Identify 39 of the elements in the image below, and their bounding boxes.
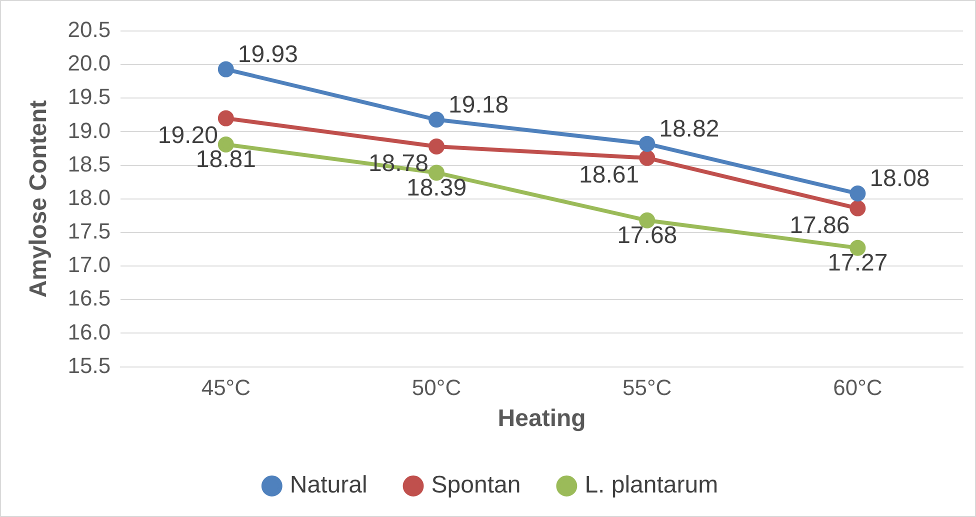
x-tick-label: 50°C [412, 375, 462, 400]
point [428, 112, 445, 128]
point [850, 200, 866, 216]
legend-label: L. plantarum [584, 472, 718, 499]
x-tick-label: 45°C [201, 375, 251, 400]
x-tick-label: 55°C [622, 375, 672, 400]
y-tick-label: 16.0 [68, 319, 111, 344]
data-label: 18.39 [406, 174, 467, 202]
point [428, 138, 445, 155]
point [639, 150, 656, 166]
x-tick-label: 60°C [833, 375, 882, 400]
y-tick-label: 19.5 [68, 84, 111, 110]
legend-label: Natural [290, 472, 368, 499]
data-label: 19.18 [448, 91, 509, 118]
y-tick-label: 19.0 [68, 118, 111, 143]
data-label: 18.82 [659, 115, 720, 142]
point [850, 186, 866, 202]
y-tick-label: 18.0 [68, 184, 111, 210]
point [218, 110, 234, 126]
data-label: 19.20 [158, 122, 218, 149]
y-tick-label: 17.5 [68, 218, 111, 244]
data-label: 17.27 [828, 250, 888, 277]
y-tick-label: 18.5 [68, 151, 111, 176]
point [639, 136, 656, 152]
y-tick-label: 17.0 [68, 252, 111, 278]
y-tick-label: 20.5 [68, 17, 111, 42]
y-tick-label: 20.0 [68, 50, 111, 76]
data-label: 19.93 [238, 40, 298, 68]
y-tick-label: 15.5 [68, 352, 111, 378]
point [218, 61, 234, 78]
data-label: 17.68 [617, 222, 678, 250]
x-axis-title: Heating [498, 405, 586, 432]
data-label: 17.86 [790, 212, 850, 239]
data-label: 18.08 [870, 165, 930, 192]
data-label: 18.61 [579, 162, 640, 189]
y-axis-title: Amylose Content [25, 100, 52, 298]
data-label: 18.81 [196, 146, 256, 174]
y-tick-label: 16.5 [68, 286, 111, 311]
legend-label: Spontan [431, 472, 521, 499]
